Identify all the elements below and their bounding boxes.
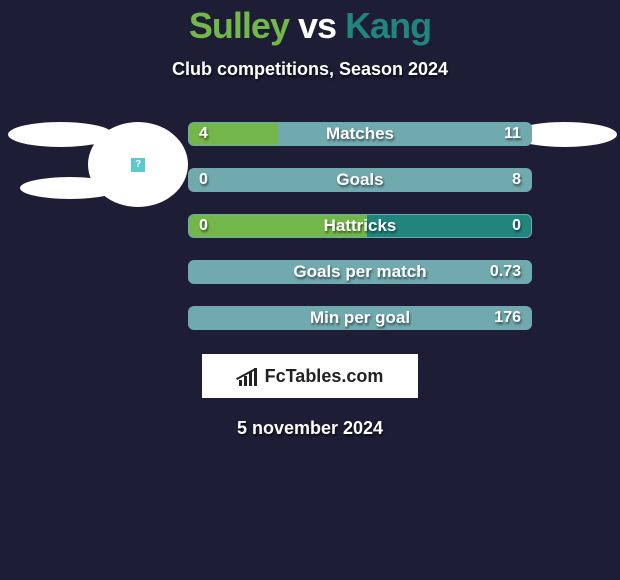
stat-value-b: 0.73 [490,261,521,283]
stat-row-goals-per-match: Goals per match 0.73 [188,260,532,284]
placeholder-icon: ? [131,158,145,172]
stat-row-goals: 0 Goals 8 [188,168,532,192]
stat-value-b: 8 [512,169,521,191]
date-text: 5 november 2024 [0,418,620,439]
stat-label: Hattricks [189,215,531,237]
stat-row-min-per-goal: Min per goal 176 [188,306,532,330]
subtitle: Club competitions, Season 2024 [0,59,620,80]
infographic-container: Sulley vs Kang Club competitions, Season… [0,0,620,439]
stat-label: Min per goal [189,307,531,329]
stat-value-b: 0 [512,215,521,237]
stats-area: ? 4 Matches 11 0 Goals 8 0 Hattricks [0,122,620,330]
title-player-b: Kang [345,5,431,46]
fctables-logo: FcTables.com [202,354,418,398]
stat-label: Matches [189,123,531,145]
stat-row-hattricks: 0 Hattricks 0 [188,214,532,238]
stat-value-b: 176 [494,307,521,329]
stat-label: Goals [189,169,531,191]
stat-label: Goals per match [189,261,531,283]
page-title: Sulley vs Kang [0,5,620,47]
stat-rows: 4 Matches 11 0 Goals 8 0 Hattricks 0 [188,122,532,330]
decoration-ellipse-left-bottom [20,177,120,199]
decoration-ellipse-left-top [8,122,113,147]
stat-value-b: 11 [504,123,521,145]
title-vs: vs [298,5,336,46]
stat-row-matches: 4 Matches 11 [188,122,532,146]
fctables-chart-icon [237,366,259,386]
title-player-a: Sulley [189,5,289,46]
fctables-logo-text: FcTables.com [265,366,384,387]
